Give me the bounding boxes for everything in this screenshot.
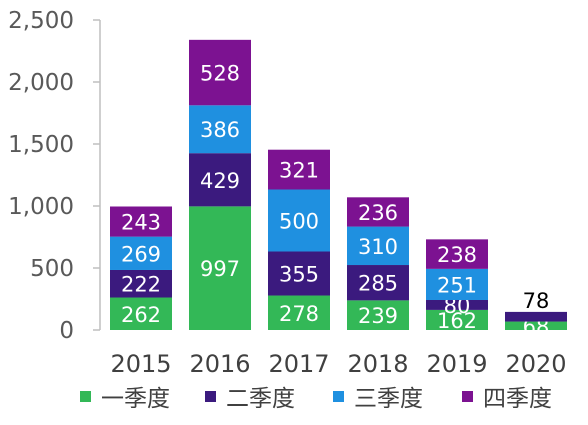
y-tick-label: 2,000 — [8, 70, 74, 96]
data-label: 243 — [121, 211, 161, 235]
bar-segment — [426, 309, 488, 330]
y-tick-label: 0 — [59, 318, 74, 344]
x-tick-label: 2018 — [347, 350, 408, 378]
data-label: 429 — [200, 169, 240, 193]
bar-segment — [189, 153, 251, 207]
bar-segment — [189, 206, 251, 330]
legend-swatch — [80, 391, 91, 402]
data-label: 239 — [358, 304, 398, 328]
y-tick-label: 1,000 — [8, 194, 74, 220]
y-tick-label: 1,500 — [8, 132, 74, 158]
data-label: 269 — [121, 242, 161, 266]
x-tick-label: 2015 — [110, 350, 171, 378]
bar-segment — [347, 265, 409, 301]
bar-segment — [189, 39, 251, 106]
bar-segment — [426, 268, 488, 300]
legend-label: 二季度 — [226, 386, 295, 412]
bar-segment — [110, 269, 172, 298]
x-tick-label: 2020 — [505, 350, 566, 378]
bar-segment — [268, 189, 330, 252]
x-tick-label: 2016 — [189, 350, 250, 378]
data-label: 386 — [200, 118, 240, 142]
legend-label: 一季度 — [101, 386, 170, 412]
legend-label: 三季度 — [354, 386, 423, 412]
bar-segment — [268, 251, 330, 296]
legend-label: 四季度 — [483, 386, 552, 412]
bar-segment — [347, 197, 409, 227]
bar-segment — [426, 299, 488, 310]
legend-swatch — [462, 391, 473, 402]
bar-segment — [189, 105, 251, 154]
bar-segment — [426, 239, 488, 269]
data-label: 162 — [437, 309, 477, 333]
legend-swatch — [205, 391, 216, 402]
bar-segment — [110, 206, 172, 237]
data-label: 321 — [279, 159, 319, 183]
data-label: 251 — [437, 273, 477, 297]
legend-swatch — [333, 391, 344, 402]
x-tick-label: 2019 — [426, 350, 487, 378]
x-tick-label: 2017 — [268, 350, 329, 378]
bar-segment — [347, 300, 409, 330]
y-tick-label: 2,500 — [8, 8, 74, 34]
data-label: 528 — [200, 62, 240, 86]
data-label: 238 — [437, 243, 477, 267]
bar-segment — [505, 321, 567, 330]
data-label: 285 — [358, 272, 398, 296]
data-label: 997 — [200, 257, 240, 281]
data-label: 310 — [358, 235, 398, 259]
data-label: 222 — [121, 273, 161, 297]
data-label: 500 — [279, 210, 319, 234]
data-label: 355 — [279, 263, 319, 287]
axes: 0 500 1,000 1,500 2,000 2,500 — [8, 8, 101, 344]
data-label: 78 — [523, 289, 550, 313]
bar-segment — [110, 297, 172, 330]
data-label: 278 — [279, 302, 319, 326]
data-label: 236 — [358, 201, 398, 225]
data-label: 262 — [121, 303, 161, 327]
bar-segment — [505, 311, 567, 322]
bar-segment — [110, 236, 172, 270]
bar-segment — [268, 149, 330, 190]
bar-segment — [347, 226, 409, 266]
y-tick-label: 500 — [30, 256, 74, 282]
bars: 262 222 269 243 2015 997 429 386 528 2016 278 355 50… — [110, 39, 567, 378]
bar-segment — [268, 295, 330, 330]
legend: 一季度 二季度 三季度 四季度 — [80, 386, 552, 412]
